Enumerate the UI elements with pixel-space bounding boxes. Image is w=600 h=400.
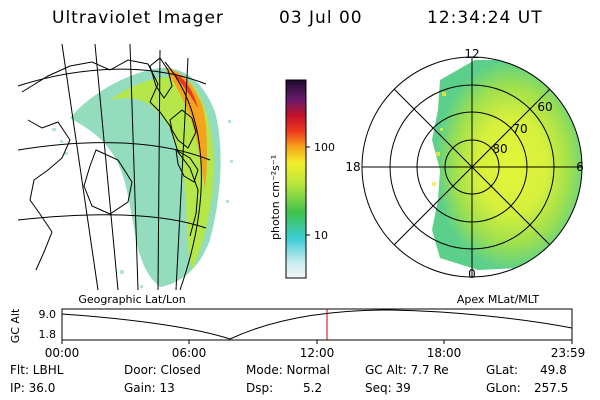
mlat-label-80: 80 — [492, 142, 507, 156]
colorbar — [285, 79, 307, 279]
colorbar-tick-10: 10 — [314, 229, 328, 242]
aurora-bright-band — [110, 77, 214, 270]
filter-info: Flt: LBHL — [10, 363, 64, 377]
colorbar-ticks — [306, 146, 310, 236]
timeline-xtick-1200: 12:00 — [300, 346, 335, 360]
mlt-label-12: 12 — [464, 47, 479, 61]
timeline-xtick-2359: 23:59 — [551, 346, 586, 360]
mlt-label-18: 18 — [345, 160, 360, 174]
ip-info: IP: 36.0 — [10, 381, 56, 395]
sequence-info: Seq: 39 — [365, 381, 411, 395]
glat-value: 49.8 — [540, 363, 567, 377]
timeline-ylabel: GC Alt — [9, 308, 22, 343]
aurora-peak-arc — [165, 68, 208, 190]
timeline-xtick-0600: 06:00 — [172, 346, 207, 360]
gc-altitude: GC Alt: 7.7 Re — [365, 363, 449, 377]
altitude-plot-frame — [61, 308, 573, 341]
timeline-ytick-1-8: 1.8 — [39, 328, 57, 341]
glon-value: 257.5 — [534, 381, 569, 395]
colorbar-tick-100: 100 — [314, 141, 335, 154]
instrument-title: Ultraviolet Imager — [52, 8, 224, 28]
door-status: Door: Closed — [124, 363, 201, 377]
mode-status: Mode: Normal — [246, 363, 330, 377]
dsp-label: Dsp: — [246, 381, 274, 395]
dsp-value: 5.2 — [303, 381, 323, 395]
observation-date: 03 Jul 00 — [279, 8, 363, 28]
timeline-ytick-9: 9.0 — [39, 308, 57, 321]
right-panel-caption: Apex MLat/MLT — [457, 293, 540, 306]
latlon-grid — [17, 43, 211, 291]
mlat-label-60: 60 — [537, 100, 552, 114]
colorbar-units-label: photon cm⁻²s⁻¹ — [269, 155, 282, 240]
timeline-ticks — [61, 340, 573, 344]
observation-time: 12:34:24 UT — [427, 8, 543, 28]
gain-info: Gain: 13 — [124, 381, 175, 395]
polar-aurora-image — [432, 60, 582, 270]
mlt-label-0: 0 — [468, 267, 476, 281]
timeline-xtick-0000: 00:00 — [45, 346, 80, 360]
polar-grid — [361, 56, 583, 278]
geographic-map-panel — [17, 43, 233, 291]
glat-label: GLat: — [486, 363, 519, 377]
altitude-curve — [61, 309, 573, 340]
aurora-speckle — [52, 120, 233, 288]
mlat-label-70: 70 — [512, 122, 527, 136]
mlt-label-6: 6 — [576, 160, 584, 174]
coastline-outlines — [21, 57, 199, 271]
left-panel-caption: Geographic Lat/Lon — [78, 293, 185, 306]
glon-label: GLon: — [486, 381, 521, 395]
timeline-xtick-1800: 18:00 — [427, 346, 462, 360]
